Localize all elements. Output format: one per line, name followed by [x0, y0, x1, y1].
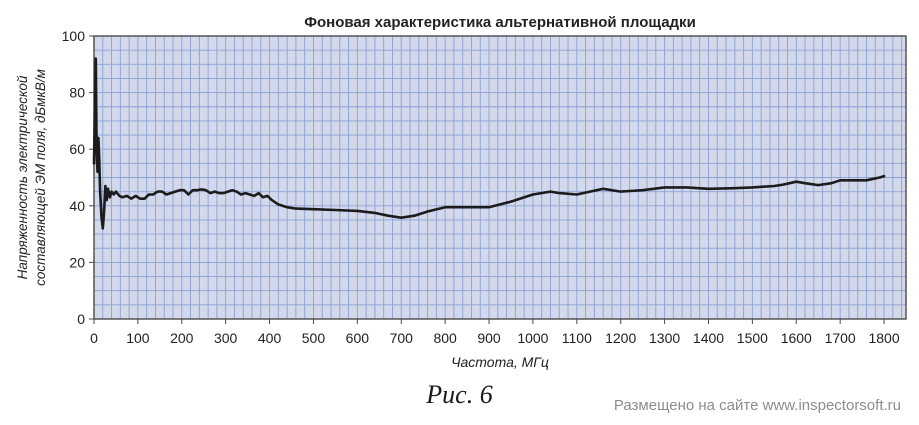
x-tick-label: 1100	[562, 330, 592, 346]
x-tick-label: 500	[302, 330, 326, 346]
x-tick-label: 0	[90, 330, 98, 346]
x-tick-label: 400	[258, 330, 282, 346]
y-tick-label: 100	[62, 28, 86, 44]
x-tick-label: 1600	[781, 330, 812, 346]
x-tick-label: 700	[390, 330, 414, 346]
x-tick-label: 1300	[649, 330, 680, 346]
y-axis-label: составляющей ЭМ поля, дБмкВ/м	[33, 69, 48, 286]
x-tick-label: 1000	[517, 330, 548, 346]
x-tick-label: 100	[126, 330, 150, 346]
x-tick-label: 200	[170, 330, 194, 346]
grid-lines	[94, 36, 906, 319]
y-tick-label: 0	[77, 311, 85, 327]
x-tick-label: 1500	[737, 330, 768, 346]
x-tick-label: 800	[433, 330, 457, 346]
x-tick-label: 600	[346, 330, 370, 346]
x-tick-label: 1400	[693, 330, 724, 346]
x-tick-label: 1200	[605, 330, 636, 346]
figure-caption: Рис. 6	[426, 380, 493, 409]
series-line	[92, 57, 886, 230]
x-tick-label: 300	[214, 330, 238, 346]
y-tick-label: 80	[69, 85, 85, 101]
x-tick-label: 900	[477, 330, 501, 346]
watermark-text: Размещено на сайте www.inspectorsoft.ru	[613, 397, 901, 414]
x-tick-label: 1700	[825, 330, 856, 346]
y-tick-label: 40	[69, 198, 85, 214]
y-axis-label: Напряженность электрической	[15, 75, 30, 279]
chart-title: Фоновая характеристика альтернативной пл…	[304, 14, 696, 31]
x-axis-label: Частота, МГц	[451, 354, 549, 370]
y-tick-label: 60	[69, 141, 85, 157]
plot-frame	[93, 35, 907, 320]
x-tick-label: 1800	[868, 330, 899, 346]
y-tick-label: 20	[69, 254, 85, 270]
